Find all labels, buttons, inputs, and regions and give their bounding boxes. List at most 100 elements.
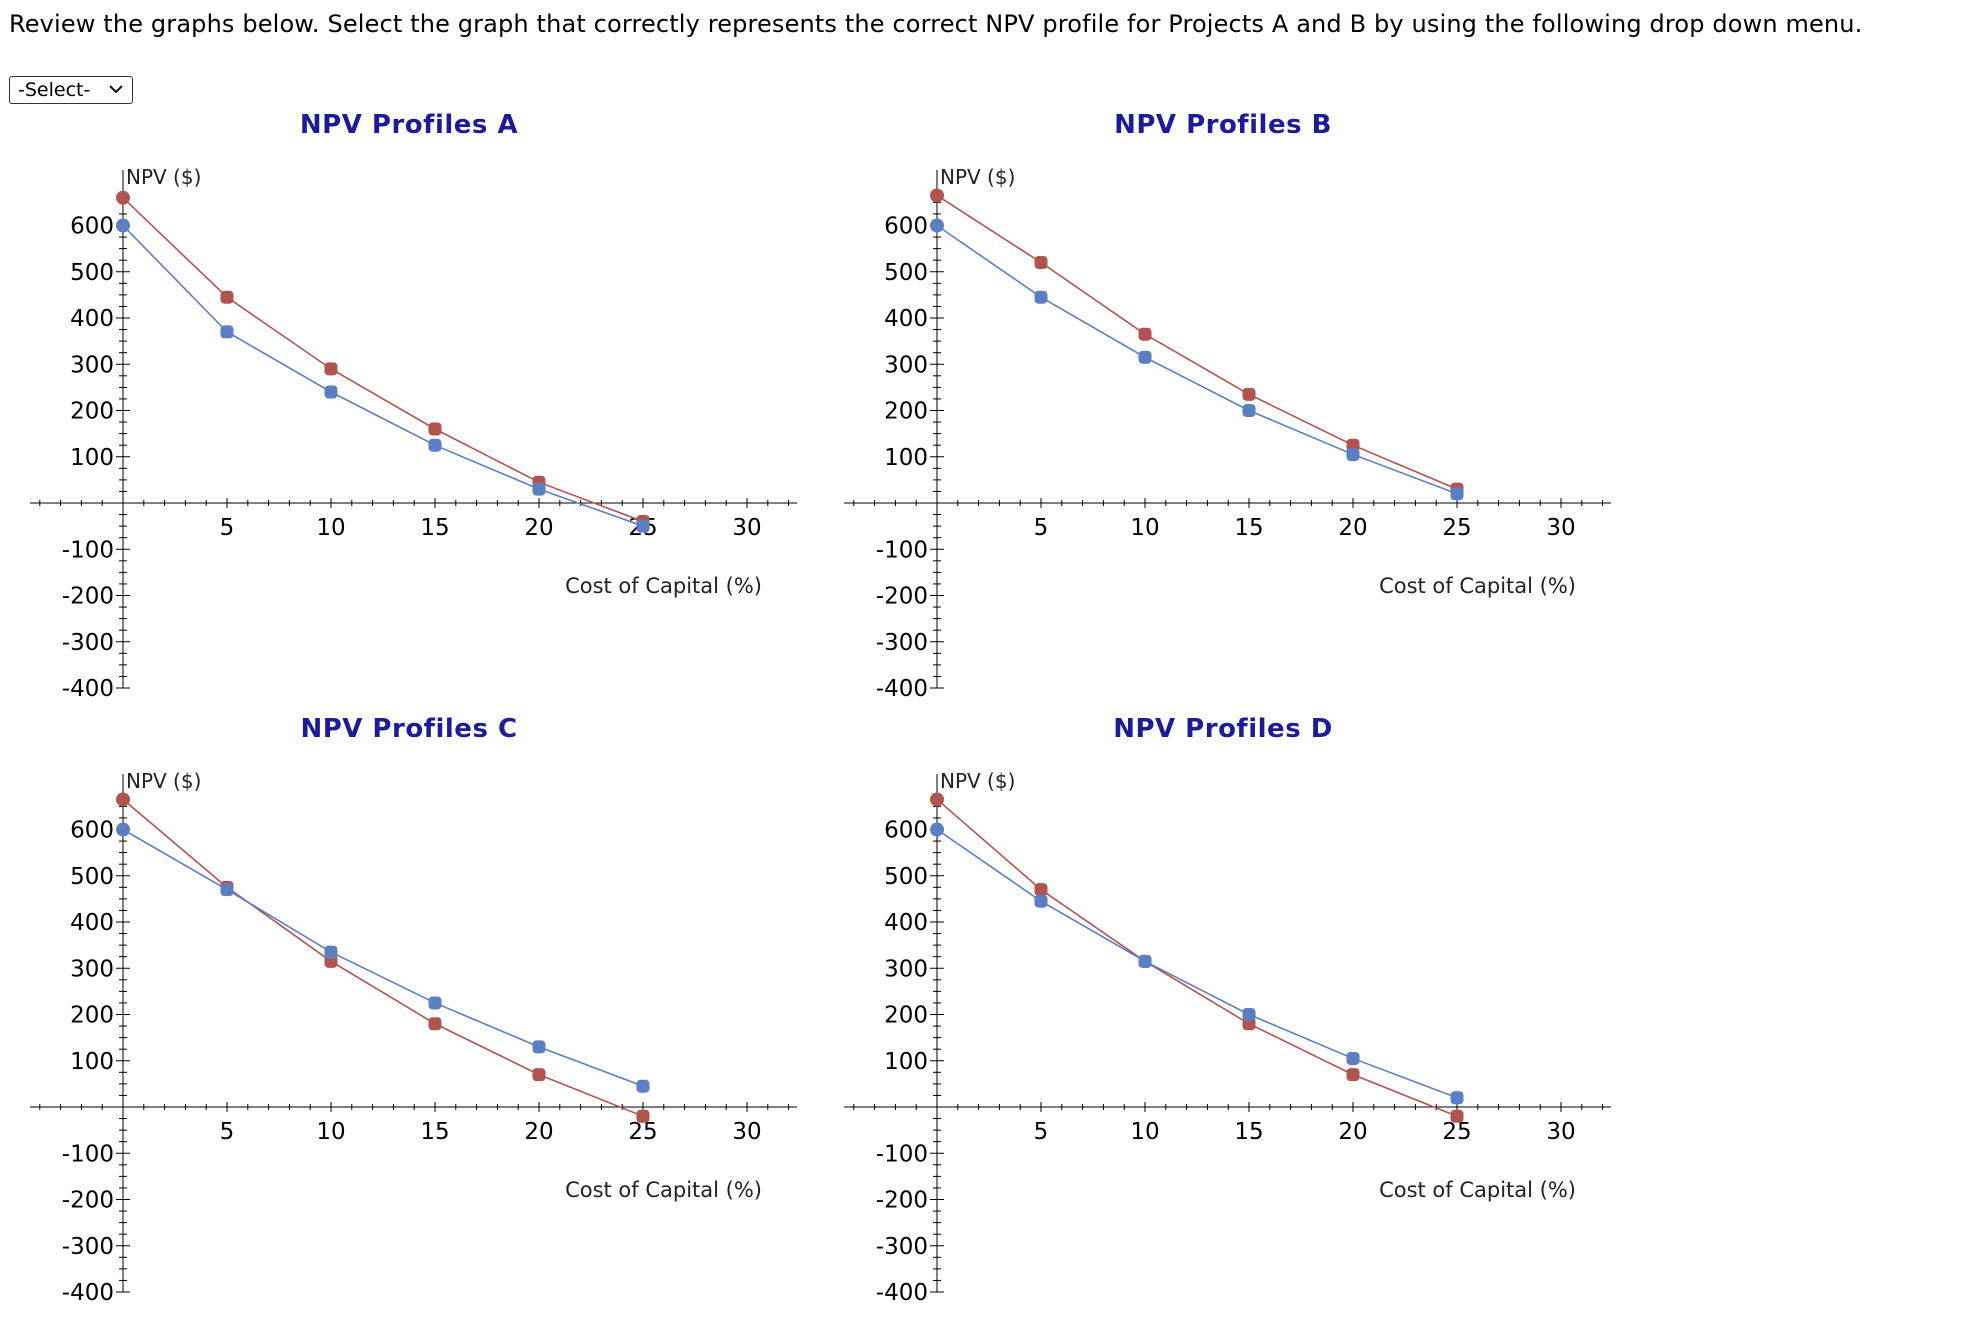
x-tick-label-a: 10 xyxy=(316,515,345,541)
data-point-blue-b xyxy=(930,218,944,233)
y-tick-label-d: 500 xyxy=(884,864,928,890)
data-point-blue-d xyxy=(1242,1008,1256,1021)
data-point-blue-b xyxy=(1450,487,1464,501)
x-axis-label-d: Cost of Capital (%) xyxy=(1379,1178,1576,1202)
data-point-blue-a xyxy=(220,325,234,339)
series-line-red-c xyxy=(122,798,644,1117)
chart-title-a: NPV Profiles A xyxy=(299,110,519,140)
y-tick-label-b: -400 xyxy=(876,676,928,702)
x-tick-label-a: 30 xyxy=(732,515,761,541)
profile-select-dropdown[interactable]: -Select- xyxy=(9,76,133,104)
series-line-blue-b xyxy=(936,224,1458,495)
y-tick-label-a: -200 xyxy=(62,584,114,610)
y-axis-label-a: NPV ($) xyxy=(126,165,201,189)
data-point-red-a xyxy=(428,422,442,436)
data-point-blue-a xyxy=(636,519,650,533)
y-tick-label-a: 500 xyxy=(70,260,114,286)
x-tick-label-a: 15 xyxy=(420,515,449,541)
data-point-red-a xyxy=(324,362,338,376)
data-point-blue-a xyxy=(532,482,546,496)
data-point-red-d xyxy=(1450,1109,1464,1123)
data-point-blue-c xyxy=(428,996,442,1010)
data-point-red-d xyxy=(930,792,944,807)
y-tick-label-c: 100 xyxy=(70,1049,114,1075)
data-point-blue-b xyxy=(1346,447,1360,461)
data-point-red-c xyxy=(116,792,130,807)
series-line-blue-a xyxy=(122,224,644,527)
x-tick-label-a: 5 xyxy=(220,515,235,541)
y-tick-label-c: 200 xyxy=(70,1003,114,1029)
chevron-down-icon xyxy=(109,85,123,94)
y-axis-label-b: NPV ($) xyxy=(940,165,1015,189)
data-point-blue-d xyxy=(930,822,944,837)
y-tick-label-d: -400 xyxy=(876,1280,928,1306)
y-tick-label-d: 400 xyxy=(884,910,928,936)
npv-chart-c: 5 10 15 20 25 30 600 500 400 300 200 100 -100 -200 -30… xyxy=(30,769,797,1306)
data-point-red-b xyxy=(1034,256,1048,269)
y-tick-label-c: -400 xyxy=(62,1280,114,1306)
y-tick-label-c: 400 xyxy=(70,910,114,936)
data-point-blue-a xyxy=(116,218,130,233)
y-tick-label-a: 400 xyxy=(70,306,114,332)
x-tick-label-a: 20 xyxy=(524,515,553,541)
data-point-blue-c xyxy=(532,1040,546,1054)
x-tick-label-d: 15 xyxy=(1234,1119,1263,1145)
series-line-blue-c xyxy=(122,828,644,1087)
x-tick-label-c: 20 xyxy=(524,1119,553,1145)
data-point-blue-c xyxy=(116,822,130,837)
y-tick-label-c: -200 xyxy=(62,1188,114,1214)
y-tick-label-a: 600 xyxy=(70,214,114,240)
x-tick-label-b: 20 xyxy=(1338,515,1367,541)
y-tick-label-d: 100 xyxy=(884,1049,928,1075)
npv-chart-a: 51015202530600500400300200100-100-200-30… xyxy=(30,165,797,702)
data-point-blue-c xyxy=(324,945,338,959)
data-point-red-d xyxy=(1346,1068,1360,1082)
instructions-text: Review the graphs below. Select the grap… xyxy=(9,10,1863,38)
x-tick-label-b: 25 xyxy=(1442,515,1471,541)
data-point-red-d xyxy=(1034,883,1048,897)
y-tick-label-d: -300 xyxy=(876,1234,928,1260)
data-point-red-a xyxy=(116,190,130,205)
data-point-red-b xyxy=(930,188,944,203)
data-point-blue-d xyxy=(1450,1091,1464,1105)
data-point-blue-d xyxy=(1138,954,1152,968)
y-tick-label-c: 500 xyxy=(70,864,114,890)
y-tick-label-b: 500 xyxy=(884,260,928,286)
series-line-red-a xyxy=(122,197,644,523)
y-tick-label-a: 100 xyxy=(70,445,114,471)
data-point-blue-b xyxy=(1034,290,1048,304)
y-tick-label-a: 300 xyxy=(70,352,114,378)
data-point-blue-b xyxy=(1138,350,1152,364)
x-axis-label-c: Cost of Capital (%) xyxy=(565,1178,762,1202)
x-tick-label-b: 15 xyxy=(1234,515,1263,541)
x-tick-label-b: 5 xyxy=(1034,515,1049,541)
y-tick-label-a: -400 xyxy=(62,676,114,702)
x-tick-label-d: 25 xyxy=(1442,1119,1471,1145)
data-point-blue-d xyxy=(1034,894,1048,908)
y-tick-label-b: -200 xyxy=(876,584,928,610)
data-point-blue-d xyxy=(1346,1051,1360,1065)
series-line-blue-d xyxy=(936,828,1458,1099)
y-tick-label-d: 600 xyxy=(884,818,928,844)
x-tick-label-c: 25 xyxy=(628,1119,657,1145)
data-point-red-c xyxy=(532,1068,546,1082)
dropdown-selected-value: -Select- xyxy=(18,79,91,101)
y-tick-label-c: -100 xyxy=(62,1141,114,1167)
npv-chart-b: 5 10 15 20 25 30 600 500 400 300 200 100 -100 -200 -30… xyxy=(844,165,1611,702)
data-point-blue-a xyxy=(428,438,442,452)
x-tick-label-d: 10 xyxy=(1130,1119,1159,1145)
y-tick-label-c: 600 xyxy=(70,818,114,844)
y-tick-label-a: -300 xyxy=(62,630,114,656)
data-point-red-c xyxy=(428,1017,442,1031)
x-tick-label-b: 10 xyxy=(1130,515,1159,541)
y-tick-label-a: -100 xyxy=(62,537,114,563)
x-axis-label-a: Cost of Capital (%) xyxy=(565,574,762,598)
y-tick-label-b: 600 xyxy=(884,214,928,240)
data-point-blue-c xyxy=(220,883,234,897)
y-tick-label-d: -100 xyxy=(876,1141,928,1167)
series-line-red-d xyxy=(936,798,1458,1117)
x-axis-label-b: Cost of Capital (%) xyxy=(1379,574,1576,598)
data-point-red-b xyxy=(1242,387,1256,401)
y-tick-label-b: -300 xyxy=(876,630,928,656)
y-tick-label-d: 300 xyxy=(884,956,928,982)
